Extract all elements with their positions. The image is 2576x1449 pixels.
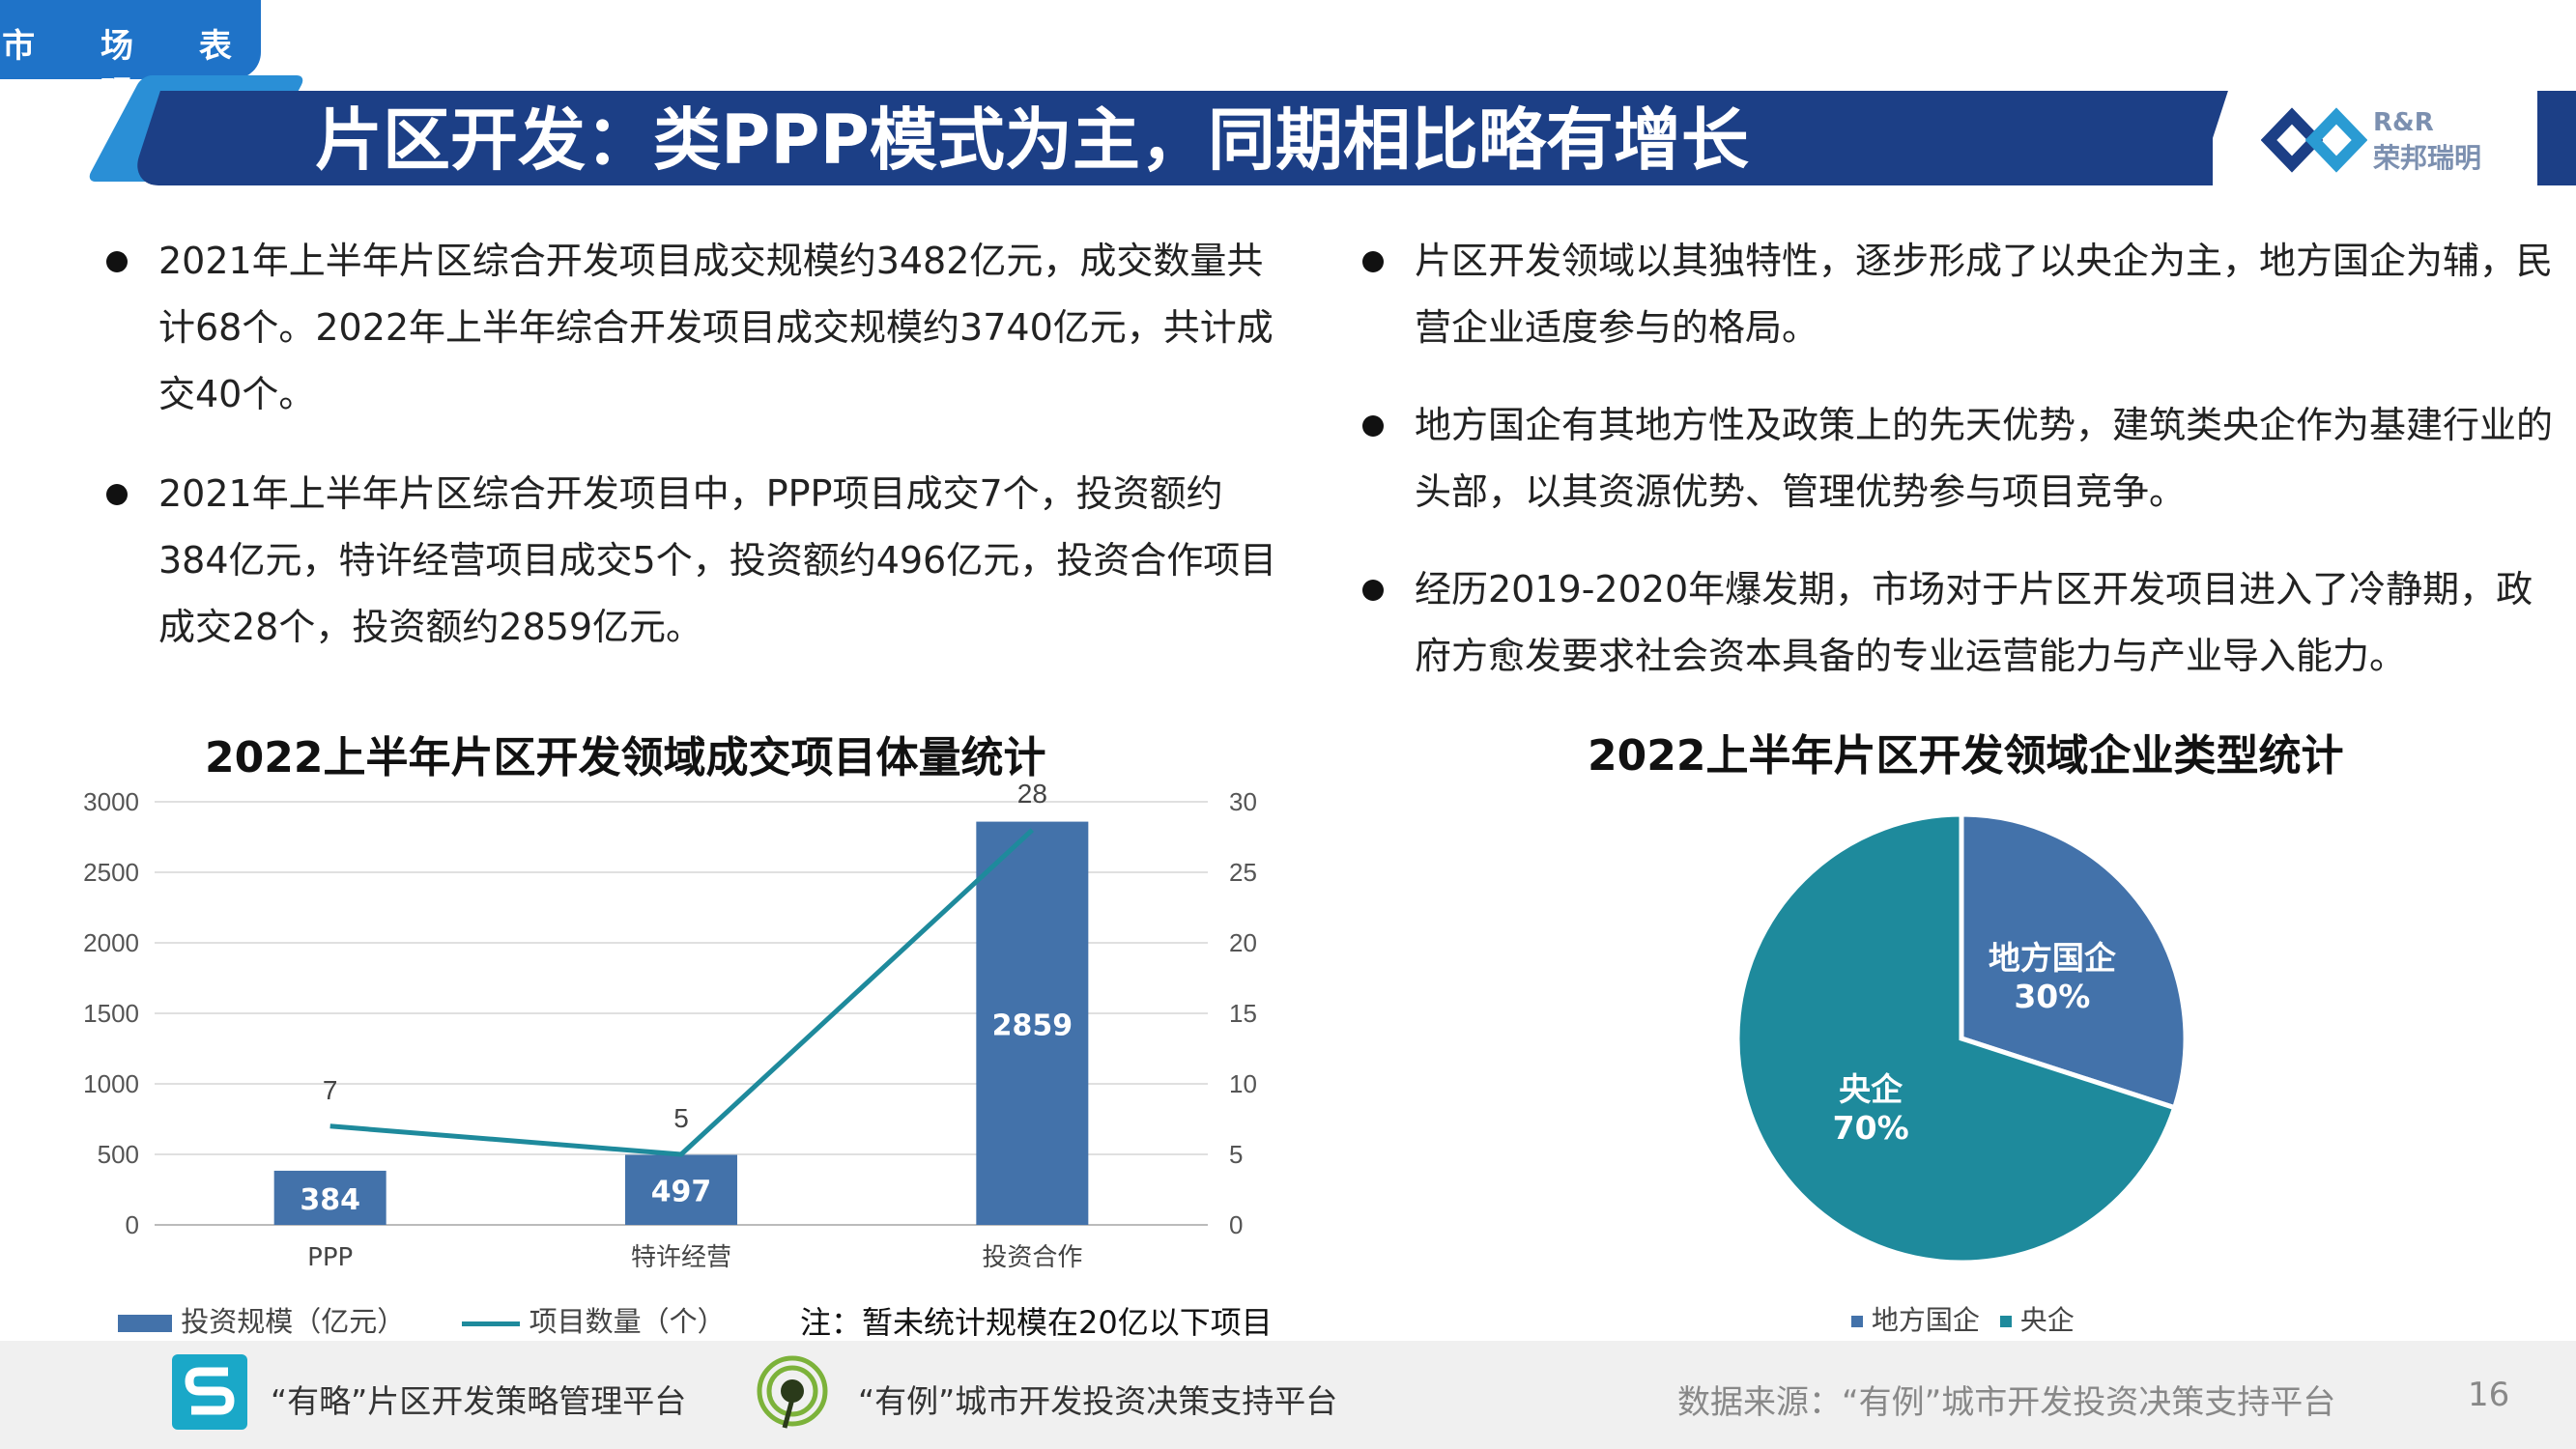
pie-slice-label: 地方国企: [1989, 939, 2117, 977]
pie-slice: [1959, 811, 2189, 1111]
bar: [976, 821, 1089, 1225]
title-bar-extension: [1739, 91, 2213, 185]
youlue-platform-icon: [172, 1354, 247, 1430]
title-right-strip: [2537, 91, 2576, 185]
bar: [273, 1170, 386, 1225]
youli-platform-icon: [757, 1355, 828, 1429]
bar-chart-title: 2022上半年片区开发领域成交项目体量统计: [205, 733, 1046, 782]
bar-value-label: 497: [651, 1176, 712, 1209]
bullet-item: 片区开发领域以其独特性，逐步形成了以央企为主，地方国企为辅，民营企业适度参与的格…: [1357, 228, 2555, 361]
legend-swatch-local: [1851, 1316, 1863, 1327]
left-bullet-list: 2021年上半年片区综合开发项目成交规模约3482亿元，成交数量共计68个。20…: [100, 228, 1289, 694]
y-right-tick-label: 25: [1229, 858, 1257, 887]
pie-chart-legend: 地方国企 央企: [1851, 1299, 2075, 1338]
y-left-tick-label: 3000: [83, 787, 139, 816]
bullet-dot-icon: [1362, 415, 1384, 437]
y-right-tick-label: 20: [1229, 928, 1257, 957]
pie-slice-value: 70%: [1833, 1109, 1909, 1147]
pie-slice-label: 央企: [1839, 1070, 1903, 1108]
logo-text-en: R&R: [2373, 108, 2434, 137]
x-tick-label: 投资合作: [982, 1243, 1082, 1272]
y-left-tick-label: 1500: [83, 999, 139, 1028]
x-tick-label: PPP: [307, 1243, 353, 1272]
logo-mark-icon: [2260, 107, 2368, 173]
legend-label-central: 央企: [2019, 1304, 2075, 1336]
page-title: 片区开发：类PPP模式为主，同期相比略有增长: [315, 100, 1749, 180]
bar: [625, 1154, 737, 1225]
pie-slice: [1734, 811, 2178, 1265]
y-right-tick-label: 30: [1229, 787, 1257, 816]
bullet-item: 地方国企有其地方性及政策上的先天优势，建筑类央企作为基建行业的头部，以其资源优势…: [1357, 392, 2555, 526]
y-right-tick-label: 5: [1229, 1140, 1243, 1169]
y-left-tick-label: 2500: [83, 858, 139, 887]
bar-value-label: 384: [300, 1183, 360, 1217]
footer: “有略”片区开发策略管理平台 “有例”城市开发投资决策支持平台 数据来源：“有例…: [0, 1341, 2576, 1449]
bullet-text: 经历2019-2020年爆发期，市场对于片区开发项目进入了冷静期，政府方愈发要求…: [1415, 568, 2533, 677]
legend-label-local: 地方国企: [1871, 1304, 1980, 1336]
bullet-text: 2021年上半年片区综合开发项目成交规模约3482亿元，成交数量共计68个。20…: [158, 240, 1274, 415]
section-tag-text: 市 场 表 现: [2, 27, 259, 113]
page-number: 16: [2468, 1376, 2510, 1414]
line-series: [329, 828, 1035, 1157]
bar-value-label: 2859: [992, 1009, 1073, 1042]
bar-chart-legend: 投资规模（亿元） 项目数量（个）: [118, 1299, 726, 1340]
pie-slice-value: 30%: [2014, 978, 2090, 1015]
footer-platform-1: “有略”片区开发策略管理平台: [271, 1382, 687, 1420]
line-value-label: 28: [1017, 779, 1047, 809]
bullet-item: 2021年上半年片区综合开发项目中，PPP项目成交7个，投资额约384亿元，特许…: [100, 461, 1289, 661]
footer-platform-2: “有例”城市开发投资决策支持平台: [858, 1382, 1338, 1420]
data-source: 数据来源：“有例”城市开发投资决策支持平台: [1677, 1383, 2336, 1422]
line-value-label: 5: [673, 1103, 689, 1133]
bullet-dot-icon: [1362, 580, 1384, 601]
y-right-tick-label: 15: [1229, 999, 1257, 1028]
bullet-text: 地方国企有其地方性及政策上的先天优势，建筑类央企作为基建行业的头部，以其资源优势…: [1415, 404, 2554, 513]
y-left-tick-label: 2000: [83, 928, 139, 957]
legend-swatch-bar: [118, 1315, 172, 1332]
bullet-dot-icon: [106, 484, 128, 505]
legend-swatch-line: [462, 1321, 521, 1326]
y-right-tick-label: 0: [1229, 1210, 1243, 1239]
legend-label-line: 项目数量（个）: [529, 1305, 726, 1338]
y-left-tick-label: 0: [126, 1210, 139, 1239]
line-value-label: 7: [323, 1075, 338, 1105]
y-right-tick-label: 10: [1229, 1069, 1257, 1098]
bullet-text: 2021年上半年片区综合开发项目中，PPP项目成交7个，投资额约384亿元，特许…: [158, 472, 1277, 648]
chart-note: 注：暂未统计规模在20亿以下项目: [800, 1304, 1273, 1341]
x-tick-label: 特许经营: [631, 1243, 731, 1272]
y-left-tick-label: 500: [98, 1140, 139, 1169]
bullet-item: 2021年上半年片区综合开发项目成交规模约3482亿元，成交数量共计68个。20…: [100, 228, 1289, 428]
right-bullet-list: 片区开发领域以其独特性，逐步形成了以央企为主，地方国企为辅，民营企业适度参与的格…: [1357, 228, 2555, 721]
bullet-item: 经历2019-2020年爆发期，市场对于片区开发项目进入了冷静期，政府方愈发要求…: [1357, 556, 2555, 690]
section-tag: 市 场 表 现: [0, 0, 261, 113]
legend-label-bar: 投资规模（亿元）: [181, 1305, 406, 1338]
bullet-dot-icon: [106, 251, 128, 272]
company-logo: R&R 荣邦瑞明: [2260, 97, 2493, 184]
combo-chart: 0 500 1000 1500 2000 2500 3000 0 5 10 15 20 25 30 384 4…: [83, 779, 1257, 1272]
logo-text-cn: 荣邦瑞明: [2373, 142, 2482, 174]
bullet-dot-icon: [1362, 251, 1384, 272]
y-left-tick-label: 1000: [83, 1069, 139, 1098]
pie-chart-title: 2022上半年片区开发领域企业类型统计: [1588, 731, 2344, 781]
legend-swatch-central: [1999, 1316, 2012, 1327]
bullet-text: 片区开发领域以其独特性，逐步形成了以央企为主，地方国企为辅，民营企业适度参与的格…: [1415, 240, 2554, 349]
